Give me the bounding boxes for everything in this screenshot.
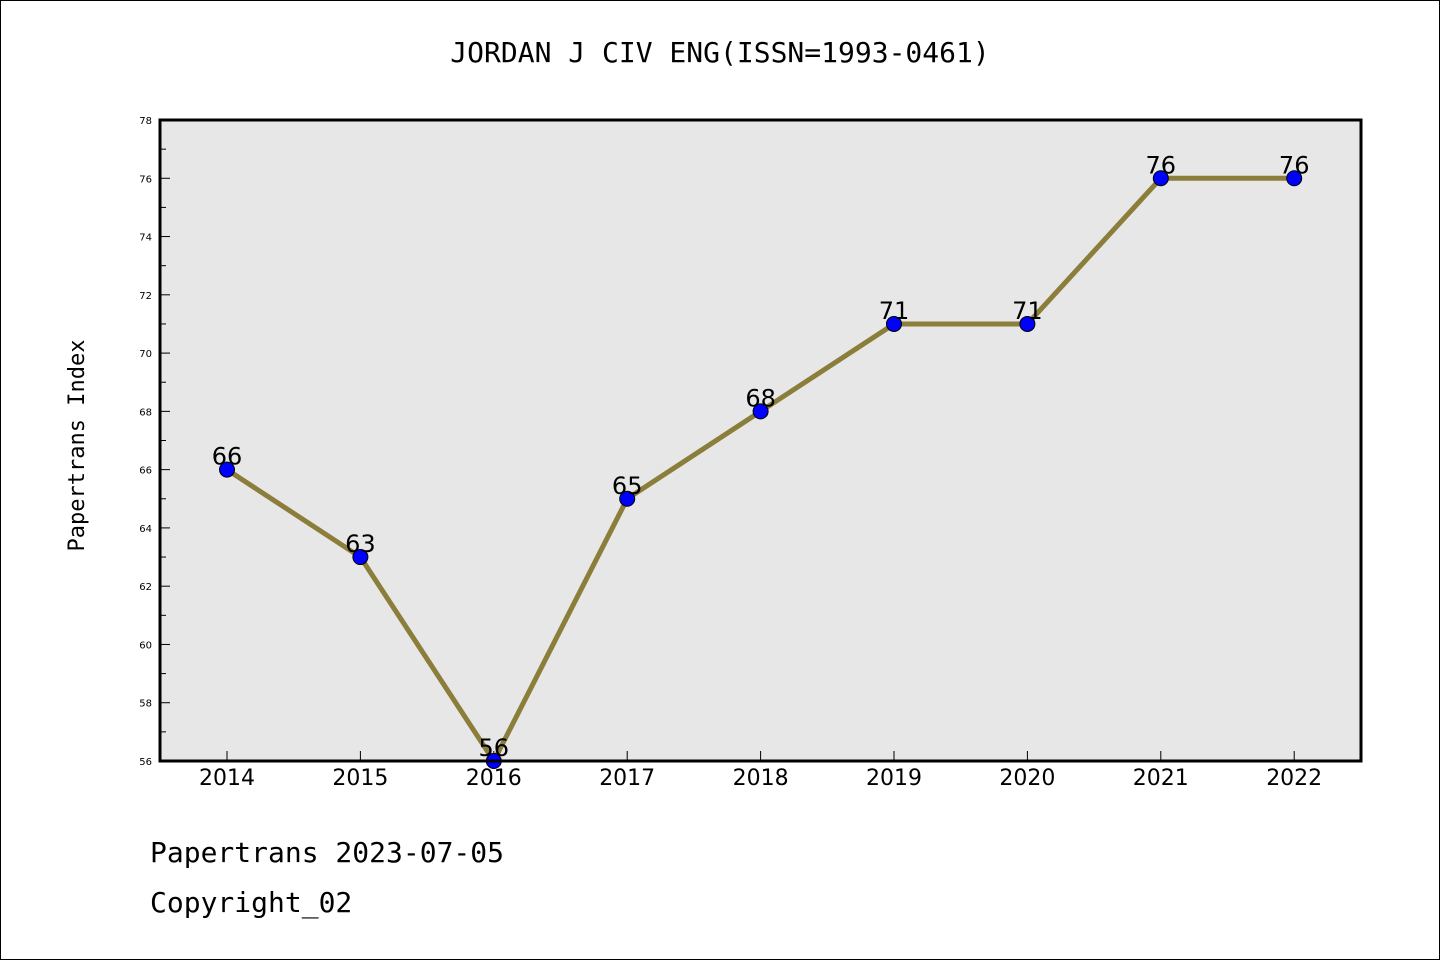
x-tick-label: 2019 — [866, 766, 922, 791]
x-tick-label: 2022 — [1266, 766, 1322, 791]
data-point — [752, 403, 769, 420]
data-label: 71 — [879, 297, 910, 325]
x-tick-label: 2014 — [199, 766, 255, 791]
data-point — [1152, 170, 1169, 187]
plot-border — [158, 118, 1363, 763]
y-tick-label: 58 — [139, 699, 152, 710]
y-tick-label: 64 — [139, 524, 152, 535]
y-tick-label: 74 — [139, 233, 152, 244]
y-tick-label: 60 — [139, 640, 152, 651]
data-point — [886, 315, 902, 332]
data-point — [619, 490, 636, 507]
data-label: 63 — [345, 530, 376, 558]
data-label: 66 — [212, 443, 243, 471]
data-label: 76 — [1279, 151, 1310, 179]
x-tick-label: 2018 — [733, 766, 789, 791]
y-tick-label: 72 — [139, 291, 152, 302]
data-label: 65 — [612, 472, 643, 500]
plot-area — [160, 120, 1361, 761]
x-tick-label: 2015 — [332, 766, 388, 791]
data-label: 68 — [745, 384, 776, 412]
data-point — [1286, 170, 1303, 187]
y-axis-title: Papertrans Index — [65, 340, 90, 552]
chart-title: JORDAN J CIV ENG(ISSN=1993-0461) — [450, 36, 990, 69]
y-tick-label: 56 — [139, 757, 152, 768]
data-label: 71 — [1012, 297, 1043, 325]
y-tick-label: 68 — [139, 407, 152, 418]
x-tick-label: 2020 — [999, 766, 1055, 791]
y-tick-label: 62 — [139, 582, 152, 593]
y-tick-label: 76 — [139, 174, 152, 185]
y-tick-label: 66 — [139, 466, 152, 477]
data-label: 56 — [479, 734, 510, 762]
series-group: 66 63 56 65 68 71 71 76 76 — [212, 151, 1310, 769]
data-label: 76 — [1146, 151, 1177, 179]
x-axis-ticks: 2014 2015 2016 2017 2018 2019 2020 2021 2022 — [199, 751, 1322, 791]
x-tick-label: 2016 — [466, 766, 522, 791]
data-point — [1019, 315, 1036, 332]
x-tick-label: 2021 — [1133, 766, 1189, 791]
y-tick-label: 78 — [139, 116, 152, 127]
footer-date: Papertrans 2023-07-05 — [150, 836, 505, 869]
data-point — [352, 549, 369, 566]
x-tick-label: 2017 — [599, 766, 655, 791]
data-point — [219, 461, 235, 478]
y-tick-label: 70 — [139, 349, 152, 360]
footer-copyright: Copyright_02 — [150, 886, 353, 919]
